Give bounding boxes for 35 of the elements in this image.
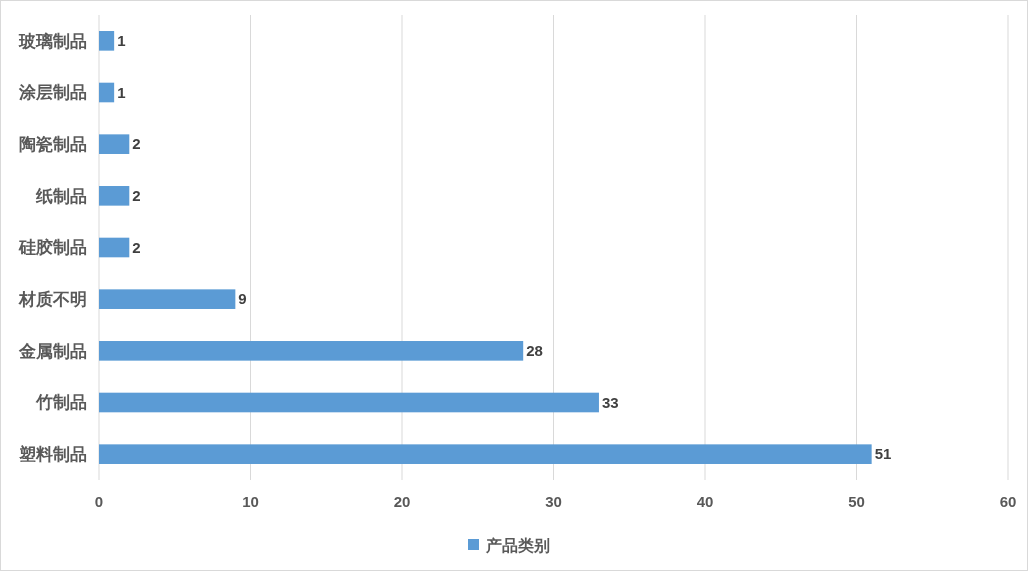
bar <box>99 392 599 413</box>
bar <box>99 237 130 258</box>
data-label: 28 <box>526 342 543 360</box>
legend-label: 产品类别 <box>485 536 550 554</box>
bar <box>99 31 115 51</box>
bar <box>99 186 130 206</box>
y-tick-label: 玻璃制品 <box>18 31 87 51</box>
x-tick-label: 0 <box>94 493 104 510</box>
y-tick-label: 陶瓷制品 <box>19 135 87 155</box>
y-tick-label: 硅胶制品 <box>18 238 87 258</box>
y-tick-label: 涂层制品 <box>18 83 87 103</box>
y-tick-label: 塑料制品 <box>18 444 87 465</box>
bar <box>99 134 130 154</box>
bar <box>99 82 115 103</box>
data-label: 2 <box>132 135 141 153</box>
y-tick-label: 竹制品 <box>35 393 87 413</box>
x-tick-label: 20 <box>393 493 411 510</box>
data-label: 1 <box>117 32 126 50</box>
y-tick-label: 纸制品 <box>35 186 87 206</box>
y-tick-label: 金属制品 <box>18 341 87 361</box>
data-label: 2 <box>132 187 141 205</box>
bar <box>99 289 236 309</box>
data-label: 33 <box>601 393 619 411</box>
y-tick-label: 材质不明 <box>18 290 87 310</box>
data-label: 51 <box>874 445 892 463</box>
data-label: 9 <box>238 290 247 308</box>
x-tick-label: 60 <box>999 493 1017 510</box>
bar <box>99 444 872 464</box>
x-tick-label: 30 <box>545 493 562 510</box>
bar <box>99 341 524 361</box>
x-tick-label: 40 <box>696 493 714 510</box>
data-label: 2 <box>132 238 141 256</box>
x-tick-label: 50 <box>848 493 865 510</box>
x-tick-label: 10 <box>242 493 259 510</box>
data-label: 1 <box>117 83 126 101</box>
